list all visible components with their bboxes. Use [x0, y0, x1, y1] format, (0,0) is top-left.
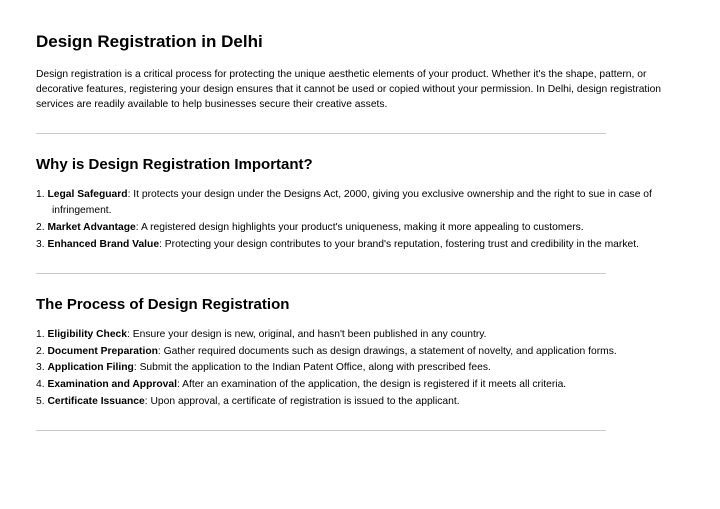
process-list: Eligibility Check: Ensure your design is…	[36, 327, 684, 411]
list-desc: : Gather required documents such as desi…	[158, 346, 617, 357]
list-item: Eligibility Check: Ensure your design is…	[36, 327, 684, 343]
list-item: Market Advantage: A registered design hi…	[36, 220, 684, 236]
list-item: Enhanced Brand Value: Protecting your de…	[36, 237, 684, 253]
section-heading: The Process of Design Registration	[36, 296, 684, 313]
divider	[36, 273, 606, 274]
section-importance: Why is Design Registration Important? Le…	[36, 156, 684, 253]
list-term: Eligibility Check	[47, 329, 127, 340]
list-desc: : Protecting your design contributes to …	[159, 239, 639, 250]
list-desc: : It protects your design under the Desi…	[52, 189, 652, 216]
list-item: Document Preparation: Gather required do…	[36, 344, 684, 360]
list-term: Examination and Approval	[47, 379, 177, 390]
list-item: Examination and Approval: After an exami…	[36, 377, 684, 393]
list-desc: : Upon approval, a certificate of regist…	[145, 396, 460, 407]
list-desc: : Submit the application to the Indian P…	[134, 362, 491, 373]
list-term: Market Advantage	[47, 222, 135, 233]
list-desc: : Ensure your design is new, original, a…	[127, 329, 487, 340]
list-item: Application Filing: Submit the applicati…	[36, 360, 684, 376]
divider	[36, 430, 606, 431]
intro-paragraph: Design registration is a critical proces…	[36, 68, 684, 113]
section-heading: Why is Design Registration Important?	[36, 156, 684, 173]
list-term: Certificate Issuance	[47, 396, 144, 407]
list-item: Certificate Issuance: Upon approval, a c…	[36, 394, 684, 410]
importance-list: Legal Safeguard: It protects your design…	[36, 187, 684, 253]
divider	[36, 133, 606, 134]
list-term: Application Filing	[47, 362, 133, 373]
list-term: Legal Safeguard	[47, 189, 127, 200]
page-title: Design Registration in Delhi	[36, 32, 684, 52]
section-process: The Process of Design Registration Eligi…	[36, 296, 684, 411]
list-desc: : After an examination of the applicatio…	[177, 379, 566, 390]
list-desc: : A registered design highlights your pr…	[136, 222, 584, 233]
list-item: Legal Safeguard: It protects your design…	[36, 187, 684, 219]
list-term: Enhanced Brand Value	[47, 239, 159, 250]
list-term: Document Preparation	[47, 346, 157, 357]
